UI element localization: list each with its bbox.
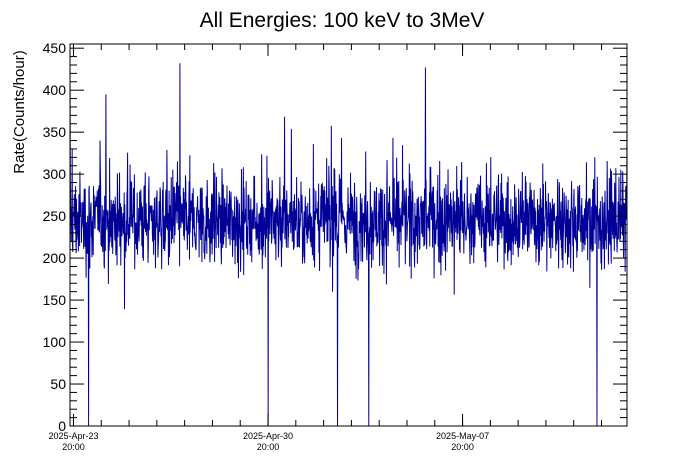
series-layer [69, 63, 628, 427]
y-tick-label: 250 [43, 208, 67, 224]
axes-layer: 0501001502002503003504004502025-Apr-2320… [43, 40, 627, 452]
y-tick-label: 300 [43, 166, 67, 182]
y-tick-label: 50 [50, 376, 66, 392]
x-tick-label-time: 20:00 [451, 442, 474, 452]
x-tick-label-date: 2025-Apr-30 [243, 431, 293, 441]
x-tick-label-time: 20:00 [62, 442, 85, 452]
y-axis-label: Rate(Counts/hour) [11, 50, 28, 173]
x-tick-label-date: 2025-May-07 [436, 431, 489, 441]
x-tick-label-date: 2025-Apr-23 [48, 431, 98, 441]
y-tick-label: 100 [43, 334, 67, 350]
chart-title: All Energies: 100 keV to 3MeV [200, 9, 485, 32]
y-tick-label: 400 [43, 82, 67, 98]
series-line [69, 63, 628, 427]
y-tick-label: 350 [43, 124, 67, 140]
plot-frame [69, 43, 628, 427]
y-tick-label: 0 [58, 418, 66, 434]
x-tick-label-time: 20:00 [257, 442, 280, 452]
y-tick-label: 150 [43, 292, 67, 308]
y-tick-label: 200 [43, 250, 67, 266]
y-tick-label: 450 [43, 40, 67, 56]
